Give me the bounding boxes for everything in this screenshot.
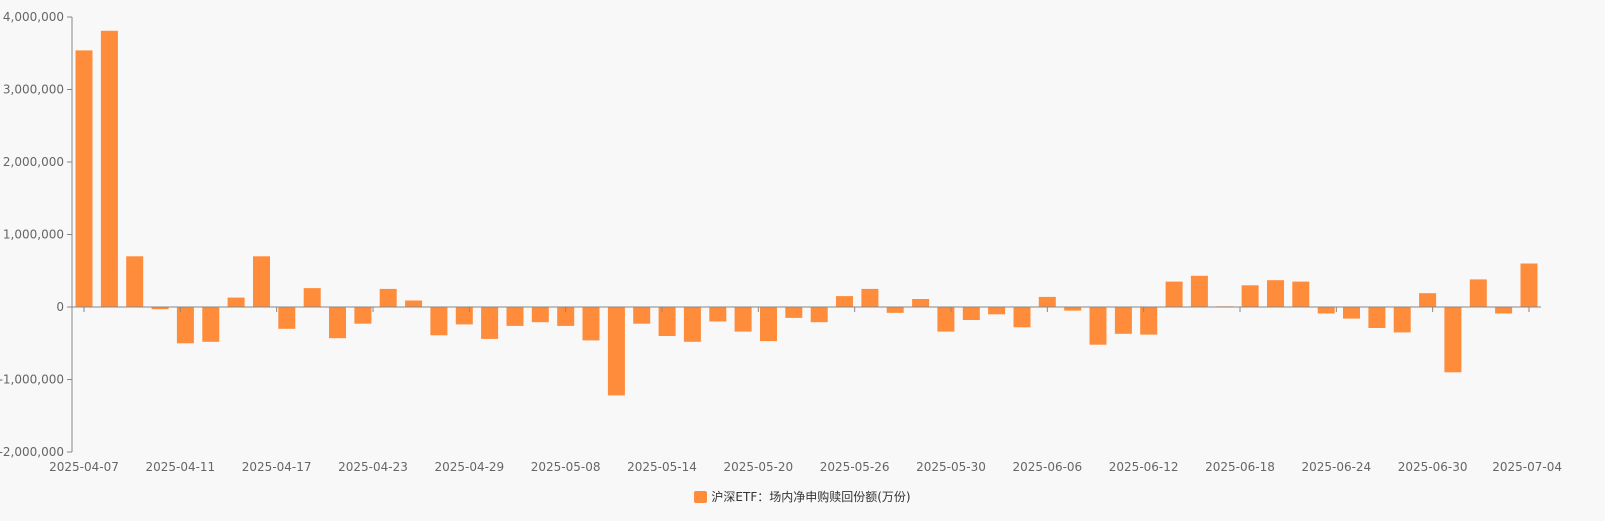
bar[interactable] bbox=[1317, 307, 1335, 314]
bar[interactable] bbox=[379, 288, 397, 307]
y-tick-label: -2,000,000 bbox=[0, 445, 64, 459]
bar[interactable] bbox=[531, 307, 549, 323]
x-tick-label: 2025-05-20 bbox=[723, 460, 793, 474]
bar[interactable] bbox=[1114, 307, 1132, 334]
bar[interactable] bbox=[227, 297, 245, 307]
bar[interactable] bbox=[1165, 281, 1183, 307]
x-tick-label: 2025-04-23 bbox=[338, 460, 408, 474]
bar[interactable] bbox=[75, 50, 93, 308]
bar[interactable] bbox=[1267, 280, 1284, 307]
bar[interactable] bbox=[1089, 307, 1107, 345]
bar[interactable] bbox=[1393, 307, 1411, 333]
bar[interactable] bbox=[1368, 307, 1386, 328]
legend[interactable]: 沪深ETF：场内净申购赎回份额(万份) bbox=[0, 488, 1605, 505]
bar[interactable] bbox=[709, 307, 727, 322]
x-tick-label: 2025-05-14 bbox=[627, 460, 697, 474]
bar[interactable] bbox=[1038, 296, 1056, 307]
bar[interactable] bbox=[1241, 285, 1259, 308]
bar[interactable] bbox=[329, 307, 346, 339]
bar[interactable] bbox=[760, 307, 777, 342]
x-tick-label: 2025-06-12 bbox=[1109, 460, 1179, 474]
bar[interactable] bbox=[1444, 307, 1462, 373]
bar[interactable] bbox=[658, 307, 676, 336]
bar[interactable] bbox=[100, 30, 118, 308]
bar[interactable] bbox=[481, 307, 499, 339]
bar[interactable] bbox=[253, 256, 270, 308]
bar[interactable] bbox=[1419, 293, 1437, 307]
bar[interactable] bbox=[151, 307, 169, 310]
bar[interactable] bbox=[1469, 279, 1487, 307]
x-tick-label: 2025-07-04 bbox=[1492, 460, 1562, 474]
y-tick-label: 1,000,000 bbox=[3, 228, 64, 242]
bar[interactable] bbox=[810, 307, 828, 323]
bar[interactable] bbox=[912, 299, 930, 307]
bar[interactable] bbox=[303, 288, 321, 307]
bar[interactable] bbox=[962, 307, 980, 320]
bar[interactable] bbox=[1064, 307, 1082, 311]
x-tick-label: 2025-05-08 bbox=[531, 460, 601, 474]
bar[interactable] bbox=[278, 307, 296, 329]
x-tick-label: 2025-04-07 bbox=[49, 460, 119, 474]
bars-series bbox=[75, 30, 1538, 396]
bar[interactable] bbox=[785, 307, 803, 318]
x-tick-label: 2025-06-06 bbox=[1012, 460, 1082, 474]
bar[interactable] bbox=[126, 256, 144, 308]
bar[interactable] bbox=[176, 307, 194, 344]
x-tick-label: 2025-06-18 bbox=[1205, 460, 1275, 474]
y-tick-label: 0 bbox=[56, 300, 64, 314]
x-tick-label: 2025-06-30 bbox=[1398, 460, 1468, 474]
bar[interactable] bbox=[633, 307, 651, 324]
bar[interactable] bbox=[582, 307, 600, 341]
bar[interactable] bbox=[506, 307, 524, 326]
bar[interactable] bbox=[202, 307, 220, 342]
y-tick-label: 2,000,000 bbox=[3, 155, 64, 169]
x-tick-label: 2025-05-30 bbox=[916, 460, 986, 474]
bar[interactable] bbox=[1495, 307, 1513, 314]
x-tick-label: 2025-06-24 bbox=[1301, 460, 1371, 474]
bar[interactable] bbox=[354, 307, 372, 324]
bar[interactable] bbox=[734, 307, 752, 332]
bar[interactable] bbox=[1343, 307, 1360, 319]
y-tick-label: 4,000,000 bbox=[3, 10, 64, 24]
bar[interactable] bbox=[1190, 275, 1208, 307]
x-tick-label: 2025-04-17 bbox=[242, 460, 312, 474]
bar[interactable] bbox=[405, 300, 423, 308]
bar[interactable] bbox=[1292, 281, 1310, 307]
x-tick-label: 2025-04-29 bbox=[434, 460, 504, 474]
y-tick-label: 3,000,000 bbox=[3, 83, 64, 97]
bar[interactable] bbox=[886, 307, 904, 313]
legend-swatch bbox=[694, 491, 708, 503]
bar[interactable] bbox=[1140, 307, 1158, 335]
bar[interactable] bbox=[683, 307, 701, 342]
bar[interactable] bbox=[988, 307, 1006, 315]
x-axis-ticks: 2025-04-07 2025-04-11 2025-04-17 2025-04-23… bbox=[49, 307, 1562, 474]
bar[interactable] bbox=[861, 288, 879, 307]
bar[interactable] bbox=[1013, 307, 1031, 328]
y-axis-ticks: 4,000,000 3,000,000 2,000,000 1,000,000 0 -1,… bbox=[0, 10, 72, 459]
bar[interactable] bbox=[836, 296, 853, 307]
bar[interactable] bbox=[455, 307, 473, 325]
legend-label: 沪深ETF：场内净申购赎回份额(万份) bbox=[711, 490, 911, 504]
y-tick-label: -1,000,000 bbox=[0, 373, 64, 387]
x-tick-label: 2025-04-11 bbox=[145, 460, 215, 474]
bar[interactable] bbox=[1520, 263, 1538, 308]
bar[interactable] bbox=[557, 307, 575, 326]
bar[interactable] bbox=[430, 307, 448, 336]
bar[interactable] bbox=[937, 307, 955, 332]
x-tick-label: 2025-05-26 bbox=[820, 460, 890, 474]
bar[interactable] bbox=[607, 307, 625, 396]
